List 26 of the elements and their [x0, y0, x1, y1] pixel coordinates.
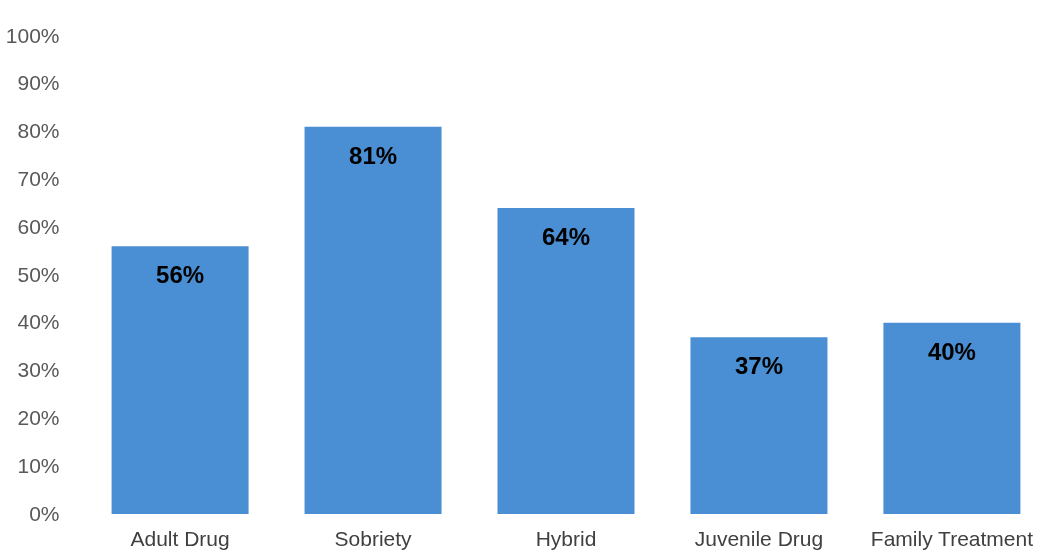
y-tick-label: 70%	[17, 166, 60, 190]
bar	[497, 208, 635, 514]
bar	[883, 322, 1021, 514]
y-tick-label: 0%	[29, 501, 60, 525]
y-tick-label: 100%	[5, 23, 60, 47]
y-tick-label: 80%	[17, 119, 60, 143]
y-tick-label: 50%	[17, 262, 60, 286]
x-tick-label: Juvenile Drug	[694, 526, 824, 550]
x-tick-label: Family Treatment	[870, 526, 1034, 550]
bar	[690, 337, 828, 514]
y-tick-label: 20%	[17, 405, 60, 429]
x-tick-label: Adult Drug	[130, 526, 230, 550]
data-label: 56%	[156, 261, 205, 289]
y-tick-label: 90%	[17, 71, 60, 95]
y-tick-label: 30%	[17, 358, 60, 382]
data-label: 37%	[734, 352, 783, 380]
data-label: 64%	[541, 223, 591, 251]
x-tick-label: Sobriety	[334, 526, 413, 550]
y-tick-label: 40%	[17, 310, 60, 334]
data-label: 81%	[349, 141, 398, 169]
bar	[304, 126, 442, 514]
y-tick-label: 10%	[17, 453, 60, 477]
data-label: 40%	[927, 337, 976, 365]
y-tick-label: 60%	[17, 214, 60, 238]
bar	[111, 246, 249, 514]
x-tick-label: Hybrid	[535, 526, 597, 550]
